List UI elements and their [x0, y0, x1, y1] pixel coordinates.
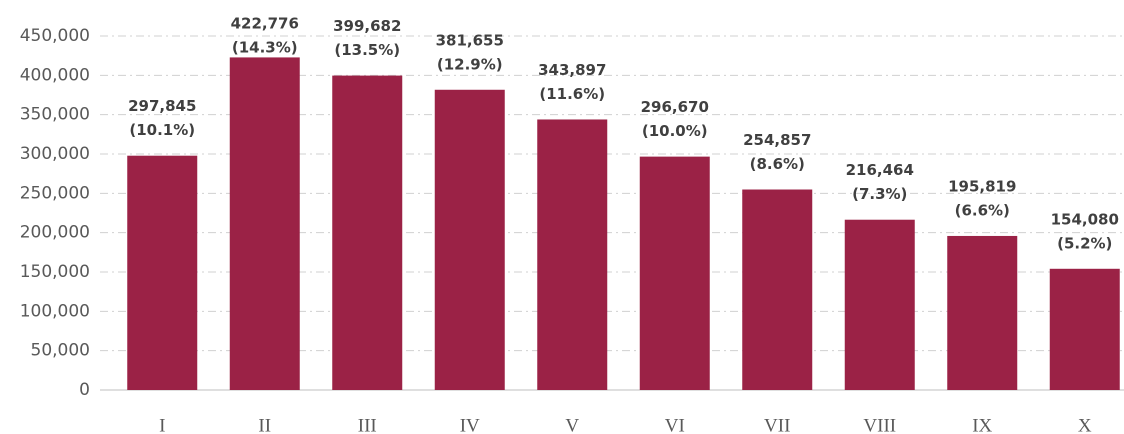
y-tick-label: 0: [79, 380, 90, 400]
share-label: (10.1%): [129, 121, 195, 139]
x-tick-label: VI: [665, 415, 685, 434]
x-tick-label: X: [1078, 415, 1092, 434]
data-label: 343,897: [538, 61, 606, 79]
bar: [332, 75, 403, 390]
x-tick-label: IV: [460, 415, 480, 434]
y-tick-label: 200,000: [20, 223, 90, 243]
share-label: (13.5%): [334, 41, 400, 59]
y-tick-label: 50,000: [31, 341, 90, 361]
share-label: (12.9%): [437, 55, 503, 73]
x-tick-label: II: [258, 415, 271, 434]
x-tick-label: V: [565, 415, 579, 434]
bar: [127, 155, 198, 390]
bar: [639, 156, 710, 390]
x-tick-label: VIII: [863, 415, 896, 434]
bar: [434, 89, 505, 390]
share-label: (5.2%): [1057, 234, 1112, 252]
data-label: 296,670: [641, 98, 709, 116]
y-tick-label: 400,000: [20, 65, 90, 85]
share-label: (7.3%): [852, 185, 907, 203]
data-label: 422,776: [231, 15, 299, 33]
share-label: (14.3%): [232, 39, 298, 57]
data-label: 254,857: [743, 131, 811, 149]
bar: [742, 189, 813, 390]
bar: [1049, 268, 1120, 390]
data-label: 399,682: [333, 17, 401, 35]
x-tick-label: III: [358, 415, 377, 434]
y-tick-label: 250,000: [20, 183, 90, 203]
share-label: (11.6%): [539, 85, 605, 103]
share-label: (10.0%): [642, 122, 708, 140]
bar: [947, 235, 1018, 390]
x-tick-label: IX: [972, 415, 992, 434]
y-tick-label: 450,000: [20, 26, 90, 46]
y-tick-label: 100,000: [20, 301, 90, 321]
y-tick-label: 150,000: [20, 262, 90, 282]
y-tick-label: 300,000: [20, 144, 90, 164]
y-tick-label: 350,000: [20, 105, 90, 125]
x-tick-label: I: [159, 415, 165, 434]
data-label: 195,819: [948, 177, 1016, 195]
data-label: 154,080: [1051, 210, 1119, 228]
data-label: 216,464: [846, 161, 914, 179]
share-label: (8.6%): [750, 155, 805, 173]
x-tick-label: VII: [764, 415, 790, 434]
bar: [229, 57, 300, 391]
data-label: 297,845: [128, 97, 196, 115]
share-label: (6.6%): [955, 201, 1010, 219]
bar: [537, 119, 608, 391]
data-label: 381,655: [436, 31, 504, 49]
bar: [844, 219, 915, 390]
